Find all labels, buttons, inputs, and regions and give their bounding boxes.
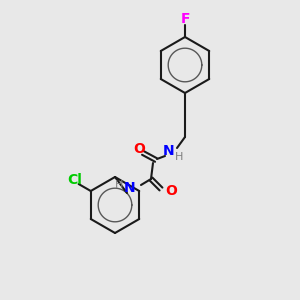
Text: H: H [115, 180, 123, 190]
Text: F: F [180, 12, 190, 26]
Text: Cl: Cl [67, 173, 82, 187]
Text: O: O [133, 142, 145, 156]
Text: N: N [124, 181, 136, 195]
Text: H: H [175, 152, 183, 162]
Text: O: O [165, 184, 177, 198]
Text: N: N [163, 144, 175, 158]
